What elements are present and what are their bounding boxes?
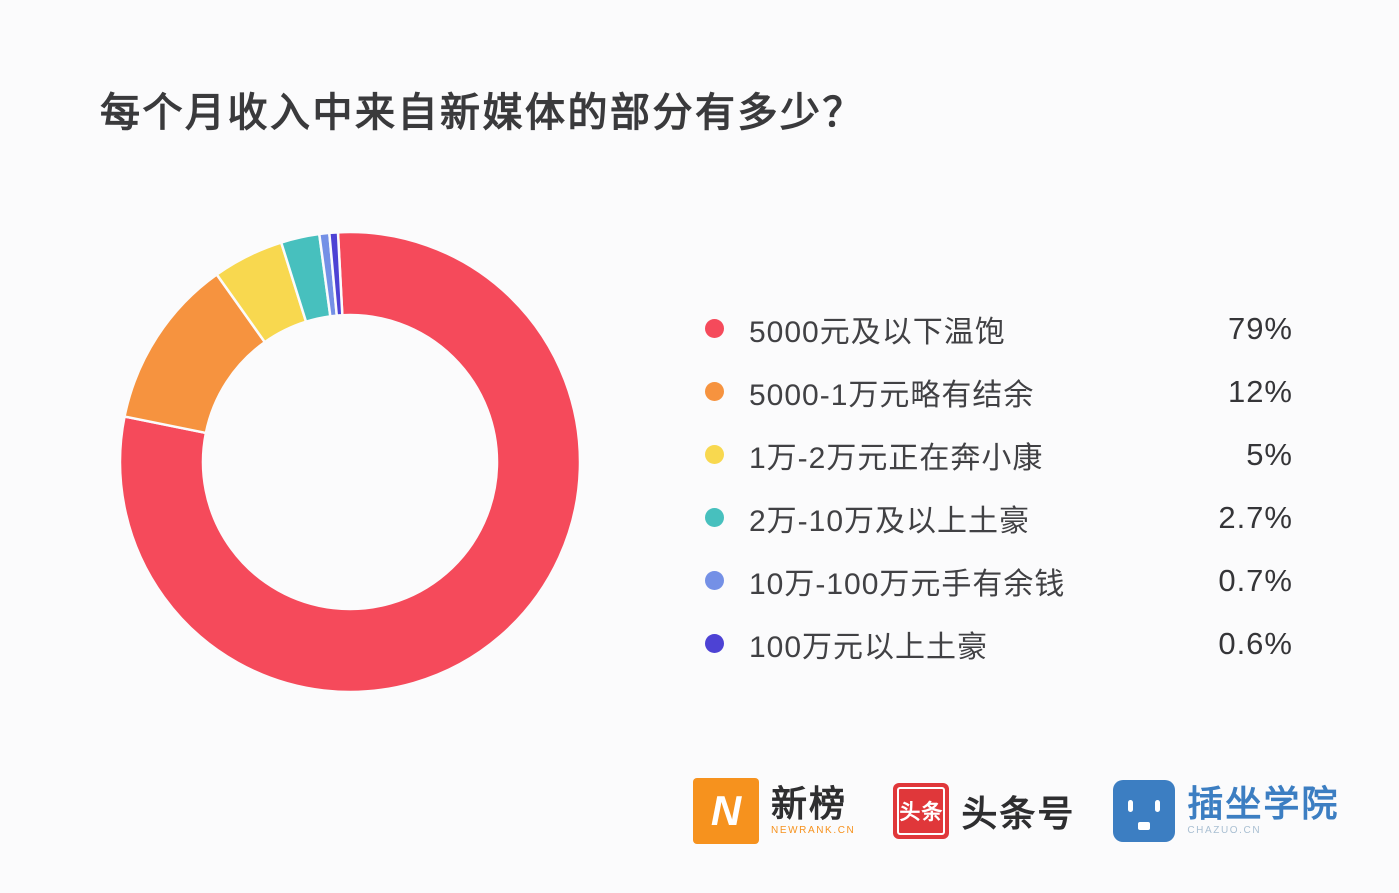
legend-label: 100万元以上土豪 (749, 630, 989, 664)
legend-value: 0.7% (1218, 562, 1293, 598)
legend-value: 12% (1227, 373, 1293, 409)
chazuo-eye-right (1155, 800, 1161, 812)
newrank-logo: N 新榜 NEWRANK.CN (693, 778, 855, 844)
legend-label: 2万-10万及以上土豪 (749, 504, 1031, 538)
legend-item: 10万-100万元手有余钱 0.7% (705, 549, 1293, 612)
legend-dot (705, 445, 724, 464)
legend-label: 5000-1万元略有结余 (749, 378, 1035, 412)
legend-dot (705, 508, 724, 527)
legend-item: 1万-2万元正在奔小康 5% (705, 423, 1293, 486)
legend-dot (705, 634, 724, 653)
chazuo-name: 插坐学院 (1187, 783, 1340, 825)
newrank-url: NEWRANK.CN (771, 825, 856, 837)
chazuo-logo: 插坐学院 CHAZUO.CN (1113, 780, 1339, 842)
legend-item: 2万-10万及以上土豪 2.7% (705, 486, 1293, 549)
toutiao-logo: 头条 头条号 (893, 783, 1075, 839)
legend-label: 1万-2万元正在奔小康 (749, 441, 1044, 475)
legend-dot (705, 571, 724, 590)
toutiao-icon-chars: 头条 (899, 801, 944, 824)
chart-legend: 5000元及以下温饱 79% 5000-1万元略有结余 12% 1万-2万元正在… (705, 297, 1293, 675)
newrank-name: 新榜 (771, 783, 848, 825)
legend-item: 5000元及以下温饱 79% (705, 297, 1293, 360)
donut-slice-5 (327, 231, 344, 317)
legend-value: 79% (1227, 310, 1293, 346)
chart-title: 每个月收入中来自新媒体的部分有多少？ (100, 91, 865, 135)
toutiao-icon-frame: 头条 (897, 787, 946, 835)
chazuo-url: CHAZUO.CN (1187, 825, 1262, 837)
legend-value: 2.7% (1218, 499, 1293, 535)
chazuo-eye-left (1128, 800, 1134, 812)
legend-item: 100万元以上土豪 0.6% (705, 612, 1293, 675)
donut-chart (118, 230, 582, 694)
newrank-n-icon: N (693, 778, 759, 844)
legend-dot (705, 319, 724, 338)
legend-value: 5% (1246, 436, 1293, 472)
legend-dot (705, 382, 724, 401)
chazuo-mouth (1138, 822, 1151, 830)
newrank-text-block: 新榜 NEWRANK.CN (771, 785, 855, 836)
footer-logos: N 新榜 NEWRANK.CN 头条 头条号 插坐学院 C (693, 772, 1339, 850)
toutiao-name: 头条号 (961, 793, 1076, 834)
svg-text:N: N (711, 787, 743, 834)
chazuo-text-block: 插坐学院 CHAZUO.CN (1187, 785, 1339, 836)
donut-slice-0 (118, 230, 582, 694)
legend-label: 10万-100万元手有余钱 (749, 567, 1066, 601)
chazuo-face-icon (1113, 780, 1176, 842)
toutiao-icon: 头条 (893, 783, 950, 839)
legend-item: 5000-1万元略有结余 12% (705, 360, 1293, 423)
legend-value: 0.6% (1218, 625, 1293, 661)
legend-label: 5000元及以下温饱 (749, 315, 1006, 349)
